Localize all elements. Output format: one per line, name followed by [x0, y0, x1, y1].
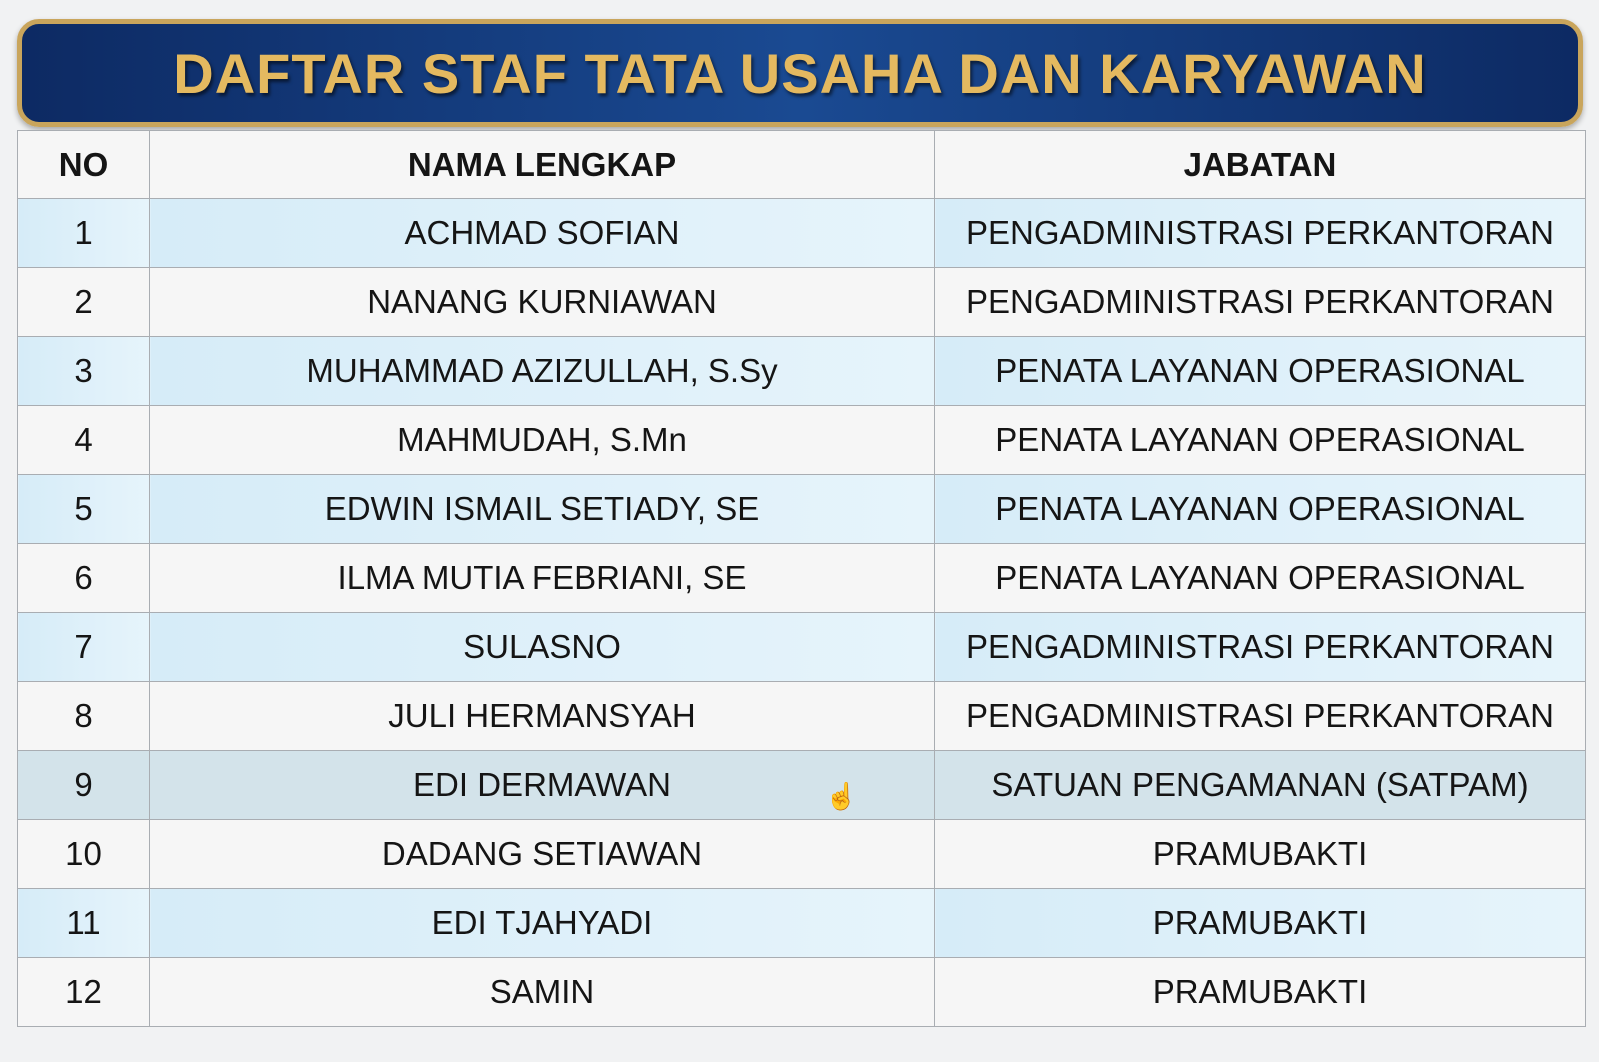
title-banner: DAFTAR STAF TATA USAHA DAN KARYAWAN — [17, 19, 1583, 127]
table-row[interactable]: 8 JULI HERMANSYAH PENGADMINISTRASI PERKANT… — [17, 681, 1586, 751]
cell-no: 7 — [17, 612, 150, 682]
cell-position: PENGADMINISTRASI PERKANTORAN — [934, 267, 1586, 337]
cell-name: SAMIN — [149, 957, 935, 1027]
cell-name: SULASNO — [149, 612, 935, 682]
cell-name: DADANG SETIAWAN — [149, 819, 935, 889]
cell-no: 5 — [17, 474, 150, 544]
table-row[interactable]: 4 MAHMUDAH, S.Mn PENATA LAYANAN OPERASIONA… — [17, 405, 1586, 475]
cell-no: 9 — [17, 750, 150, 820]
cell-position: PENATA LAYANAN OPERASIONAL — [934, 405, 1586, 475]
table-row[interactable]: 1 ACHMAD SOFIAN PENGADMINISTRASI PERKANTOR… — [17, 198, 1586, 268]
table-row[interactable]: 11 EDI TJAHYADI PRAMUBAKTI — [17, 888, 1586, 958]
cell-name: ACHMAD SOFIAN — [149, 198, 935, 268]
cell-name: EDI DERMAWAN ☝ — [149, 750, 935, 820]
cell-position: PENGADMINISTRASI PERKANTORAN — [934, 681, 1586, 751]
column-header-position: JABATAN — [934, 130, 1586, 199]
table-row[interactable]: 6 ILMA MUTIA FEBRIANI, SE PENATA LAYANAN O… — [17, 543, 1586, 613]
cell-position: PENATA LAYANAN OPERASIONAL — [934, 336, 1586, 406]
cell-position: PENGADMINISTRASI PERKANTORAN — [934, 612, 1586, 682]
cell-name: JULI HERMANSYAH — [149, 681, 935, 751]
cell-no: 6 — [17, 543, 150, 613]
table-row[interactable]: 10 DADANG SETIAWAN PRAMUBAKTI — [17, 819, 1586, 889]
cell-name: EDWIN ISMAIL SETIADY, SE — [149, 474, 935, 544]
cell-name: MAHMUDAH, S.Mn — [149, 405, 935, 475]
cell-position: PRAMUBAKTI — [934, 888, 1586, 958]
cell-no: 2 — [17, 267, 150, 337]
cell-position: PENATA LAYANAN OPERASIONAL — [934, 543, 1586, 613]
cell-no: 3 — [17, 336, 150, 406]
cell-name: NANANG KURNIAWAN — [149, 267, 935, 337]
cell-position: SATUAN PENGAMANAN (SATPAM) — [934, 750, 1586, 820]
table-row[interactable]: 12 SAMIN PRAMUBAKTI — [17, 957, 1586, 1027]
cell-name: EDI TJAHYADI — [149, 888, 935, 958]
cell-no: 10 — [17, 819, 150, 889]
table-row[interactable]: 2 NANANG KURNIAWAN PENGADMINISTRASI PERKAN… — [17, 267, 1586, 337]
hand-pointer-icon: ☝ — [825, 781, 858, 811]
column-header-no: NO — [17, 130, 150, 199]
page-title: DAFTAR STAF TATA USAHA DAN KARYAWAN — [173, 41, 1427, 105]
cell-no: 8 — [17, 681, 150, 751]
table-row[interactable]: 5 EDWIN ISMAIL SETIADY, SE PENATA LAYANAN … — [17, 474, 1586, 544]
table-row[interactable]: 7 SULASNO PENGADMINISTRASI PERKANTORAN — [17, 612, 1586, 682]
cell-no: 11 — [17, 888, 150, 958]
table-row[interactable]: 3 MUHAMMAD AZIZULLAH, S.Sy PENATA LAYANAN … — [17, 336, 1586, 406]
cell-position: PRAMUBAKTI — [934, 819, 1586, 889]
column-header-name: NAMA LENGKAP — [149, 130, 935, 199]
cell-no: 12 — [17, 957, 150, 1027]
cell-no: 4 — [17, 405, 150, 475]
cell-no: 1 — [17, 198, 150, 268]
cell-name: MUHAMMAD AZIZULLAH, S.Sy — [149, 336, 935, 406]
table-header: NO NAMA LENGKAP JABATAN — [17, 130, 1586, 199]
staff-table: NO NAMA LENGKAP JABATAN 1 ACHMAD SOFIAN PE… — [17, 130, 1586, 1027]
cell-position: PENATA LAYANAN OPERASIONAL — [934, 474, 1586, 544]
cell-position: PENGADMINISTRASI PERKANTORAN — [934, 198, 1586, 268]
table-row[interactable]: 9 EDI DERMAWAN ☝ SATUAN PENGAMANAN (SATPAM) — [17, 750, 1586, 820]
cell-position: PRAMUBAKTI — [934, 957, 1586, 1027]
cell-name: ILMA MUTIA FEBRIANI, SE — [149, 543, 935, 613]
